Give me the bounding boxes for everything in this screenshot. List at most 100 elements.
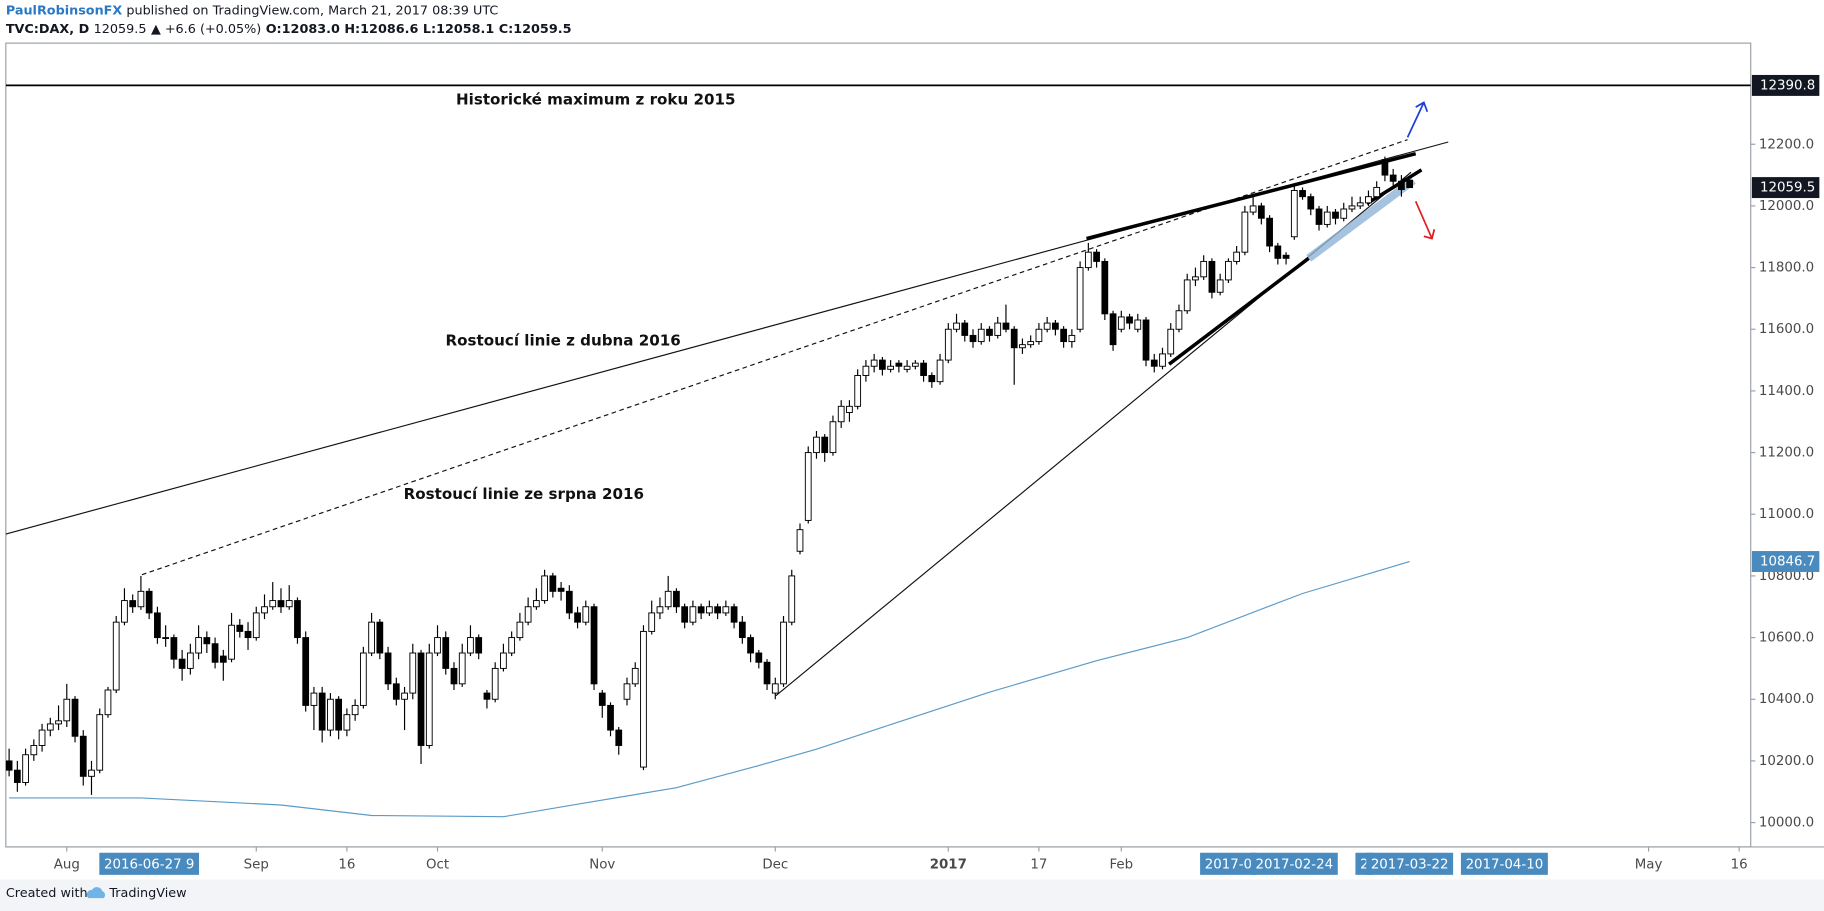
candle-body [1307,196,1315,210]
candle-body [549,575,557,592]
candle-body [285,600,293,608]
candle-body [1332,211,1339,219]
candle-body [491,667,499,700]
y-tick-label: 12200.0 [1759,137,1814,152]
candle-body [648,612,656,632]
x-tick-label: Sep [244,857,269,872]
candle-body [1200,260,1208,278]
candle-body [252,612,260,639]
candle-body [1274,245,1282,259]
candle-body [261,606,268,614]
candle-body [780,621,787,685]
candle-body [154,612,161,639]
footer-text: Created with [6,886,88,901]
candle-body [79,735,87,777]
high: H:12086.6 [344,22,418,37]
candle-body [1315,208,1323,225]
x-tick-label: 16 [1731,857,1748,872]
y-tick-label: 10000.0 [1759,816,1814,831]
candle-body [368,621,375,654]
candle-body [1060,328,1068,343]
candle-body [5,760,13,771]
channel-highlight [1306,177,1416,262]
candle-body [722,606,730,614]
logo [86,887,106,899]
annotation: Historické maximum z roku 2015 [456,91,736,109]
candle-body [1010,328,1018,349]
y-tick-label: 10800.0 [1759,569,1814,584]
candle-body [384,652,392,685]
candle-body [854,375,862,407]
x-tick-label: May [1635,857,1663,872]
x-marker-bg [1250,852,1338,875]
candle-body [936,359,944,383]
candle-body [335,698,343,731]
symbol-line: TVC:DAX, D 12059.5 ▲ +6.6 (+0.05%) O:120… [6,22,572,37]
candle-body [1027,341,1035,346]
x-tick-label: Aug [54,857,80,872]
candle-body [211,643,219,663]
candle-body [236,624,244,632]
candle-body [351,704,359,716]
candle-body [392,683,400,700]
price-label: 10846.7 [1760,555,1815,570]
trend-line-dashed [141,139,1408,576]
candle-body [145,590,153,614]
x-tick-label: 16 [338,857,355,872]
candle-body [813,436,820,454]
x-tick-label: Dec [762,857,788,872]
candle-body [458,652,466,685]
candle-body [631,667,639,685]
candle-body [1299,190,1306,198]
x-tick-label: Nov [589,857,615,872]
candle-body [1381,159,1389,176]
candle-body [318,692,326,731]
candle-body [887,365,894,370]
y-tick-label: 11600.0 [1759,322,1814,337]
candle-body [821,436,829,454]
x-tick-label: Oct [426,857,449,872]
candle-body [656,606,664,614]
candle-body [977,328,985,343]
x-marker-label: 2017-0 [1205,857,1252,872]
trend-line-thick [1168,256,1310,366]
candle-body [13,769,21,783]
candle-body [1290,190,1298,238]
price-label: 12059.5 [1760,181,1815,196]
candle-body [310,692,318,706]
candle-body [186,652,194,669]
candle-body [170,637,178,660]
candle-body [277,600,285,608]
candle-body [162,637,170,639]
candle-body [30,745,38,756]
candle-body [1019,344,1026,349]
candle-body [1389,174,1397,182]
candle-body [1348,205,1356,210]
candle-body [137,590,145,608]
candle-body [1101,260,1109,315]
candle-body [615,729,623,746]
trend-line-thick [1086,151,1417,241]
candle-body [327,698,334,731]
candle-body [590,606,598,685]
footer [0,879,1824,911]
candle-body [804,452,812,521]
candle-body [1109,313,1117,346]
y-tick-label: 12000.0 [1759,199,1814,214]
candle-body [294,600,301,639]
candle-body [1406,179,1414,189]
candle-body [359,652,367,706]
symbol: TVC:DAX, D [6,22,89,37]
candle-body [1076,267,1084,330]
candle-body [1134,319,1142,330]
candle-body [837,405,845,423]
candle-body [607,704,614,731]
author: PaulRobinsonFX [6,3,123,18]
candle-body [500,652,507,669]
candle-body [1035,328,1043,343]
candle-body [697,606,705,614]
candle-body [1175,310,1183,330]
candle-body [796,529,804,552]
candle-body [903,365,911,370]
